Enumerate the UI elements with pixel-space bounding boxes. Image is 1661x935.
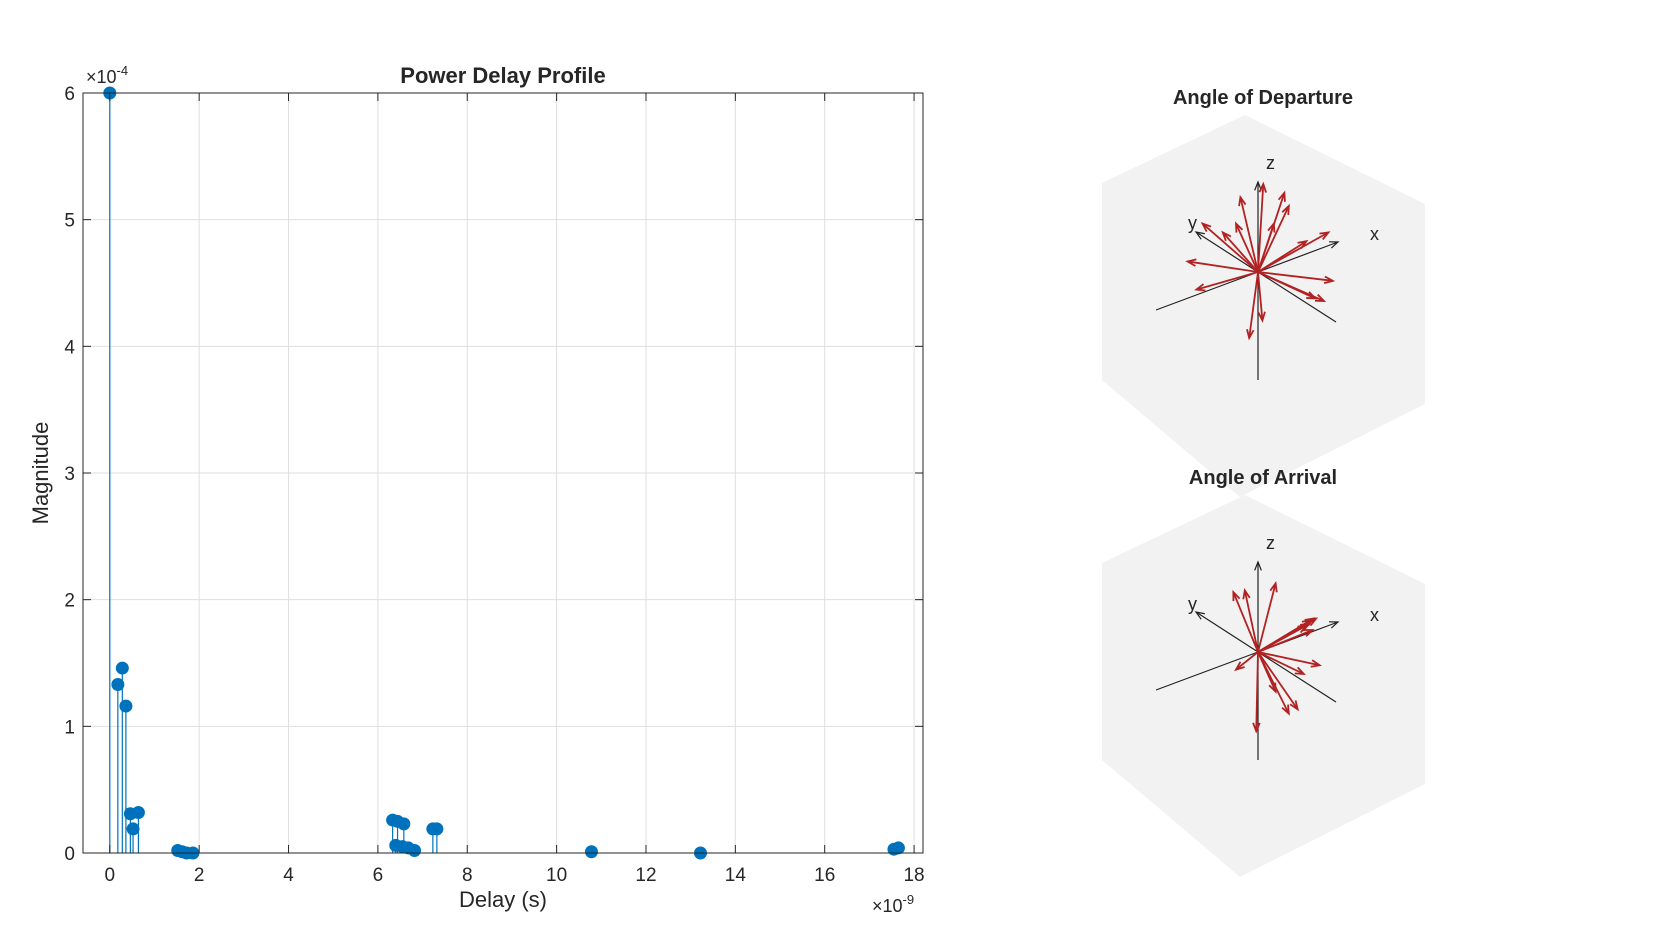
x-tick-label: 16	[814, 865, 835, 886]
angle-of-arrival-chart: Angle of Arrival x y z	[1102, 467, 1425, 877]
y-tick-label: 5	[64, 211, 75, 232]
aod-x-label: x	[1370, 224, 1379, 244]
neg-y-axis	[1257, 651, 1337, 703]
direction-arrow	[1232, 589, 1259, 653]
stem-marker	[111, 678, 125, 692]
stem-marker	[397, 817, 411, 831]
stem-marker	[131, 805, 145, 819]
stem-marker	[119, 699, 133, 713]
x-tick-label: 8	[462, 865, 473, 886]
y-axis-label: Magnitude	[28, 422, 53, 525]
y-tick-label: 0	[64, 844, 75, 865]
direction-arrow	[1221, 230, 1259, 273]
direction-arrow	[1257, 221, 1276, 273]
direction-arrow	[1200, 222, 1259, 273]
direction-arrow	[1246, 271, 1259, 341]
direction-arrow	[1234, 651, 1259, 672]
x-tick-label: 6	[373, 865, 384, 886]
x-exponent-label: ×10-9	[872, 892, 914, 916]
angle-of-departure-chart: Angle of Departure x y z	[1102, 87, 1425, 497]
aod-y-label: y	[1188, 213, 1197, 233]
aod-title: Angle of Departure	[1173, 87, 1353, 109]
direction-arrow	[1257, 624, 1309, 653]
neg-y-axis	[1257, 271, 1337, 323]
stem-series	[103, 86, 905, 860]
direction-arrow	[1257, 651, 1299, 712]
y-exponent-label: ×10-4	[86, 63, 128, 87]
direction-arrow	[1238, 194, 1259, 273]
direction-arrow	[1257, 231, 1331, 273]
x-tick-label: 12	[635, 865, 656, 886]
direction-arrow	[1257, 203, 1290, 273]
x-tick-label: 0	[105, 865, 116, 886]
x-tick-label: 14	[725, 865, 747, 886]
stem-marker	[126, 822, 140, 836]
y-axis-arrow	[1194, 611, 1259, 653]
direction-arrow	[1194, 271, 1259, 292]
stem-marker	[584, 845, 598, 859]
y-tick-label: 4	[64, 337, 75, 358]
neg-x-axis	[1155, 271, 1259, 311]
x-axis-arrow	[1257, 241, 1340, 273]
direction-arrow	[1257, 651, 1322, 668]
aod-z-label: z	[1266, 153, 1275, 173]
x-tick-label: 10	[546, 865, 567, 886]
y-tick-label: 1	[64, 717, 75, 738]
direction-arrow	[1257, 271, 1336, 285]
x-tick-label: 18	[903, 865, 924, 886]
aoa-3d-panel	[1102, 495, 1425, 877]
aoa-z-label: z	[1266, 533, 1275, 553]
y-tick-label: 2	[64, 591, 75, 612]
stem-marker	[115, 661, 129, 675]
direction-arrow	[1242, 588, 1259, 653]
y-tick-label: 6	[64, 84, 75, 105]
y-tick-label: 3	[64, 464, 75, 485]
x-tick-label: 2	[194, 865, 205, 886]
aoa-title: Angle of Arrival	[1189, 467, 1337, 489]
direction-arrow	[1257, 581, 1278, 653]
neg-x-axis	[1155, 651, 1259, 691]
direction-arrow	[1257, 181, 1267, 273]
direction-arrow	[1257, 271, 1327, 303]
aoa-y-label: y	[1188, 594, 1197, 614]
aod-3d-panel	[1102, 115, 1425, 497]
x-axis-label: Delay (s)	[459, 887, 547, 912]
direction-arrow	[1252, 651, 1261, 734]
stem-marker	[408, 843, 422, 857]
direction-arrow	[1257, 651, 1277, 694]
aod-arrows	[1185, 181, 1336, 341]
direction-arrow	[1257, 629, 1315, 653]
aoa-axes	[1155, 560, 1340, 760]
direction-arrow	[1257, 651, 1306, 676]
z-axis-arrow	[1254, 560, 1262, 652]
direction-arrow	[1257, 271, 1266, 323]
stem-marker	[891, 841, 905, 855]
x-tick-label: 4	[283, 865, 294, 886]
direction-arrow	[1185, 258, 1259, 273]
aoa-arrows	[1232, 581, 1322, 734]
direction-arrow	[1234, 221, 1259, 273]
stem-marker	[430, 822, 444, 836]
chart-title: Power Delay Profile	[400, 63, 605, 88]
y-axis-arrow	[1194, 231, 1259, 273]
aoa-x-label: x	[1370, 605, 1379, 625]
